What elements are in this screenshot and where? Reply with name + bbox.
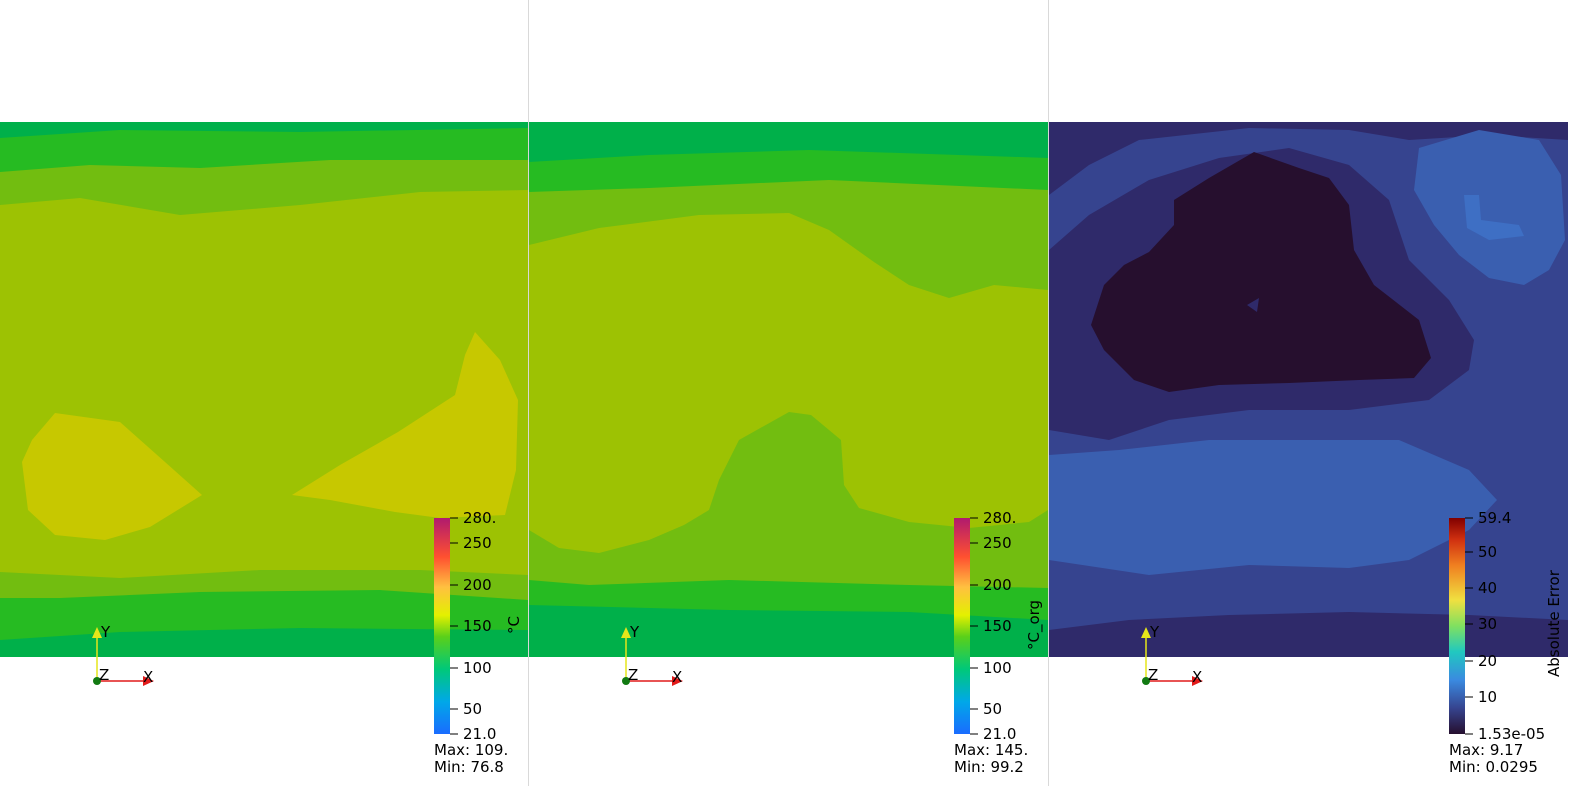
colorbar-tick: 280. (463, 509, 496, 527)
range-min-label: Min: 76.8 (434, 758, 504, 776)
colorbar-tick: 59.4 (1478, 509, 1511, 527)
field-speck (1247, 298, 1259, 312)
colorbar-tick: 30 (1478, 615, 1497, 633)
colorbar-tick: 100 (983, 659, 1012, 677)
colorbar-3: 59.4 50 40 30 20 10 1.53e-05 Absolute Er… (1449, 509, 1563, 743)
axis-label-x: X (672, 668, 682, 686)
colorbar-tick: 21.0 (983, 725, 1016, 743)
axis-label-y: Y (100, 623, 111, 641)
temperature-field-plot: X Y Z (0, 122, 528, 743)
colorbar-tick: 150 (983, 617, 1012, 635)
range-min-label: Min: 99.2 (954, 758, 1024, 776)
field-band-4 (529, 213, 1048, 553)
field-band-light-bottom (1049, 440, 1497, 575)
orientation-axes: X Y Z (92, 623, 154, 686)
colorbar-tick: 100 (463, 659, 492, 677)
absolute-error-field-plot: X Y Z (1049, 122, 1568, 743)
axis-label-x: X (143, 668, 153, 686)
field-band-lighter-top (1464, 195, 1524, 240)
render-view-2[interactable]: X Y Z (529, 0, 1048, 786)
axis-label-z: Z (99, 666, 109, 684)
colorbar-title: °C_org (1025, 600, 1044, 650)
view-splitter-2[interactable] (1048, 0, 1049, 786)
colorbar-tick: 50 (1478, 543, 1497, 561)
field-hotspot-right (292, 332, 518, 518)
field-band-light-top (1414, 130, 1565, 285)
temperature-org-field-plot: X Y Z (529, 122, 1048, 743)
colorbar-tick: 200 (983, 576, 1012, 594)
colorbar-tick: 150 (463, 617, 492, 635)
colorbar-2: 280. 250 200 150 100 50 21.0 °C_org (954, 509, 1044, 743)
colorbar-tick: 1.53e-05 (1478, 725, 1545, 743)
field-band-darkest (1091, 152, 1431, 392)
axis-label-y: Y (1149, 623, 1160, 641)
view-splitter-1[interactable] (528, 0, 529, 786)
range-max-label: Max: 109. (434, 741, 509, 759)
colorbar-tick: 20 (1478, 652, 1497, 670)
colorbar-title: °C (505, 616, 523, 634)
field-hotspot-left (22, 413, 202, 540)
colorbar-1: 280. 250 200 150 100 50 21.0 °C (434, 509, 523, 743)
axis-label-x: X (1192, 668, 1202, 686)
range-min-label: Min: 0.0295 (1449, 758, 1538, 776)
colorbar-tick: 50 (983, 700, 1002, 718)
colorbar-tick: 40 (1478, 579, 1497, 597)
colorbar-tick: 21.0 (463, 725, 496, 743)
colorbar-tick: 50 (463, 700, 482, 718)
colorbar-tick: 250 (463, 534, 492, 552)
orientation-axes: X Y Z (1141, 623, 1203, 686)
render-view-3[interactable]: X Y Z (1049, 0, 1582, 786)
range-max-label: Max: 145. (954, 741, 1029, 759)
axis-label-y: Y (629, 623, 640, 641)
colorbar-tick: 200 (463, 576, 492, 594)
render-view-1[interactable]: X Y Z (0, 0, 528, 786)
colorbar-tick: 10 (1478, 688, 1497, 706)
axis-label-z: Z (628, 666, 638, 684)
range-max-label: Max: 9.17 (1449, 741, 1524, 759)
colorbar-tick: 280. (983, 509, 1016, 527)
orientation-axes: X Y Z (621, 623, 683, 686)
colorbar-tick: 250 (983, 534, 1012, 552)
colorbar-title: Absolute Error (1545, 569, 1563, 677)
axis-label-z: Z (1148, 666, 1158, 684)
